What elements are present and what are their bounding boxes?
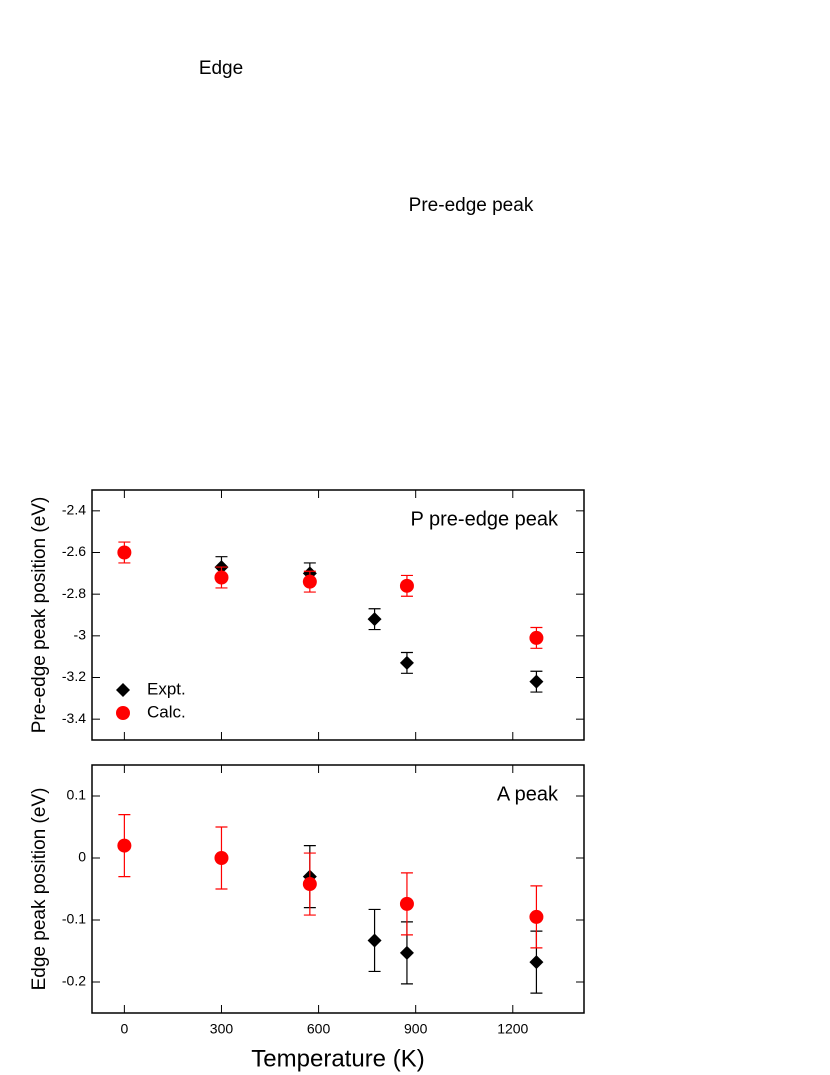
annotation: A peak (497, 783, 559, 805)
y-tick-label: -2.4 (62, 502, 86, 518)
data-point (302, 877, 317, 892)
x-tick-label: 0 (120, 1021, 128, 1037)
data-point (367, 933, 382, 948)
floating-label: Pre-edge peak (409, 195, 534, 216)
y-tick-label: -2.8 (62, 585, 86, 601)
y-tick-label: -0.1 (62, 911, 86, 927)
y-tick-label: -3 (74, 627, 87, 643)
data-point (529, 909, 544, 924)
data-point (529, 955, 544, 970)
data-point (399, 945, 414, 960)
x-tick-label: 900 (404, 1021, 428, 1037)
x-axis-label: Temperature (K) (251, 1045, 424, 1072)
data-point (399, 896, 414, 911)
x-tick-label: 300 (210, 1021, 234, 1037)
data-point (117, 545, 132, 560)
legend-label: Expt. (147, 679, 186, 698)
legend-marker (116, 683, 130, 697)
y-tick-label: 0.1 (67, 787, 87, 803)
x-tick-label: 600 (307, 1021, 331, 1037)
annotation: P pre-edge peak (410, 508, 559, 530)
data-point (302, 574, 317, 589)
data-point (367, 612, 382, 627)
y-axis-label: Edge peak position (eV) (29, 788, 50, 991)
data-point (214, 851, 229, 865)
y-tick-label: -3.4 (62, 710, 86, 726)
data-point (117, 838, 132, 853)
data-point (529, 674, 544, 689)
plot-frame (91, 489, 585, 741)
y-tick-label: -3.2 (62, 668, 86, 684)
y-tick-label: -0.2 (62, 973, 86, 989)
legend-label: Calc. (147, 702, 186, 721)
y-axis-label: Pre-edge peak position (eV) (29, 497, 50, 734)
x-tick-label: 1200 (497, 1021, 528, 1037)
floating-label: Edge (199, 58, 243, 79)
legend-marker (116, 706, 130, 720)
y-tick-label: -2.6 (62, 543, 86, 559)
plot-frame (91, 764, 585, 1014)
data-point (399, 655, 414, 670)
data-point (214, 570, 229, 585)
data-point (529, 630, 544, 645)
data-point (399, 578, 414, 593)
y-tick-label: 0 (78, 849, 86, 865)
